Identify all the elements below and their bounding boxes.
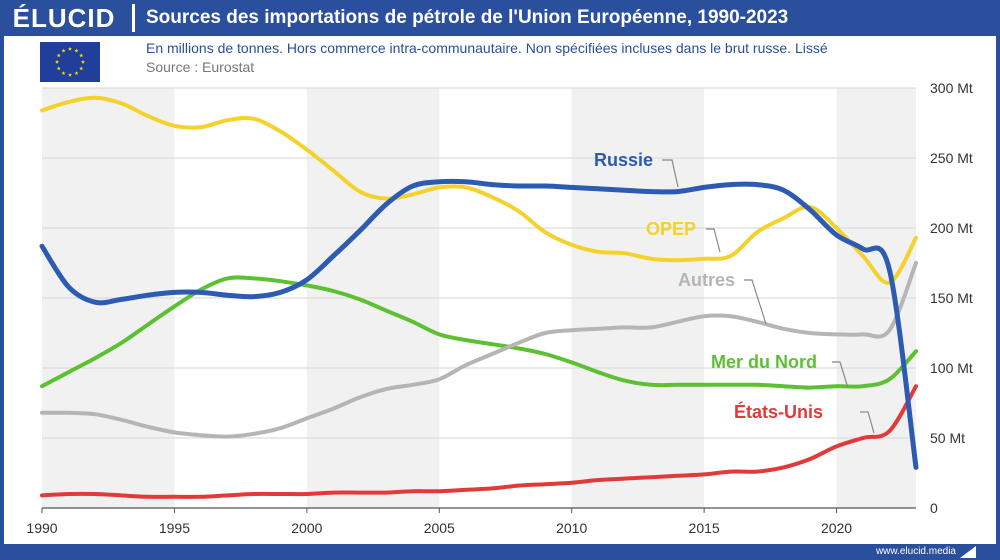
- flag-star: [79, 53, 84, 58]
- footer-url: www.elucid.media: [875, 546, 956, 557]
- x-tick-label: 1995: [159, 520, 190, 536]
- header-bar: ÉLUCID Sources des importations de pétro…: [0, 0, 1000, 36]
- y-tick-label: 150 Mt: [930, 290, 973, 306]
- series-label-russie: Russie: [594, 150, 653, 170]
- flag-star: [74, 71, 79, 76]
- chart-source: Source : Eurostat: [146, 59, 255, 75]
- elucid-mark-icon: [960, 546, 976, 558]
- series-label-mer-du-nord: Mer du Nord: [711, 352, 817, 372]
- series-line-opep: [40, 95, 918, 285]
- flag-star: [67, 46, 73, 51]
- chart-title: Sources des importations de pétrole de l…: [146, 7, 789, 28]
- series-line-etats-unis: [40, 384, 918, 499]
- flag-star: [56, 53, 61, 58]
- x-tick-label: 2020: [821, 520, 852, 536]
- flag-star: [54, 59, 60, 64]
- x-tick-label: 2000: [291, 520, 322, 536]
- leader-line-russie: [662, 159, 679, 188]
- elucid-logo: ÉLUCID: [12, 3, 116, 33]
- series-label-etats-unis: États-Unis: [734, 401, 823, 422]
- eu-flag-icon: [40, 42, 100, 82]
- x-tick-label: 2015: [689, 520, 720, 536]
- y-tick-label: 50 Mt: [930, 430, 965, 446]
- series-label-opep: OPEP: [646, 219, 696, 239]
- y-tick-label: 200 Mt: [930, 220, 973, 236]
- y-tick-label: 300 Mt: [930, 80, 973, 96]
- x-tick-label: 1990: [26, 520, 57, 536]
- flag-star: [67, 72, 73, 77]
- flag-star: [61, 48, 66, 53]
- flag-star: [56, 66, 61, 71]
- series-label-autres: Autres: [678, 270, 735, 290]
- x-tick-label: 2005: [424, 520, 455, 536]
- y-tick-label: 250 Mt: [930, 150, 973, 166]
- y-tick-label: 0: [930, 500, 938, 516]
- flag-star: [80, 59, 86, 64]
- leader-line-opep: [706, 228, 721, 253]
- footer-bar: www.elucid.media: [0, 544, 1000, 560]
- y-tick-label: 100 Mt: [930, 360, 973, 376]
- flag-star: [74, 48, 79, 53]
- leader-line-etats-unis: [860, 411, 875, 434]
- series-line-mer-du-nord: [40, 275, 918, 390]
- series-line-autres: [40, 261, 918, 439]
- line-chart: 0 50 Mt 100 Mt 150 Mt 200 Mt 250 Mt 300 Mt 1990…: [26, 80, 973, 536]
- leader-line-autres: [744, 279, 767, 325]
- chart-subtitle: En millions de tonnes. Hors commerce int…: [146, 40, 828, 56]
- flag-star: [79, 66, 84, 71]
- flag-star: [61, 71, 66, 76]
- leader-line-mer-du-nord: [832, 361, 849, 389]
- series-line-russie: [39, 178, 919, 470]
- x-tick-label: 2010: [556, 520, 587, 536]
- logo-separator: [132, 4, 135, 32]
